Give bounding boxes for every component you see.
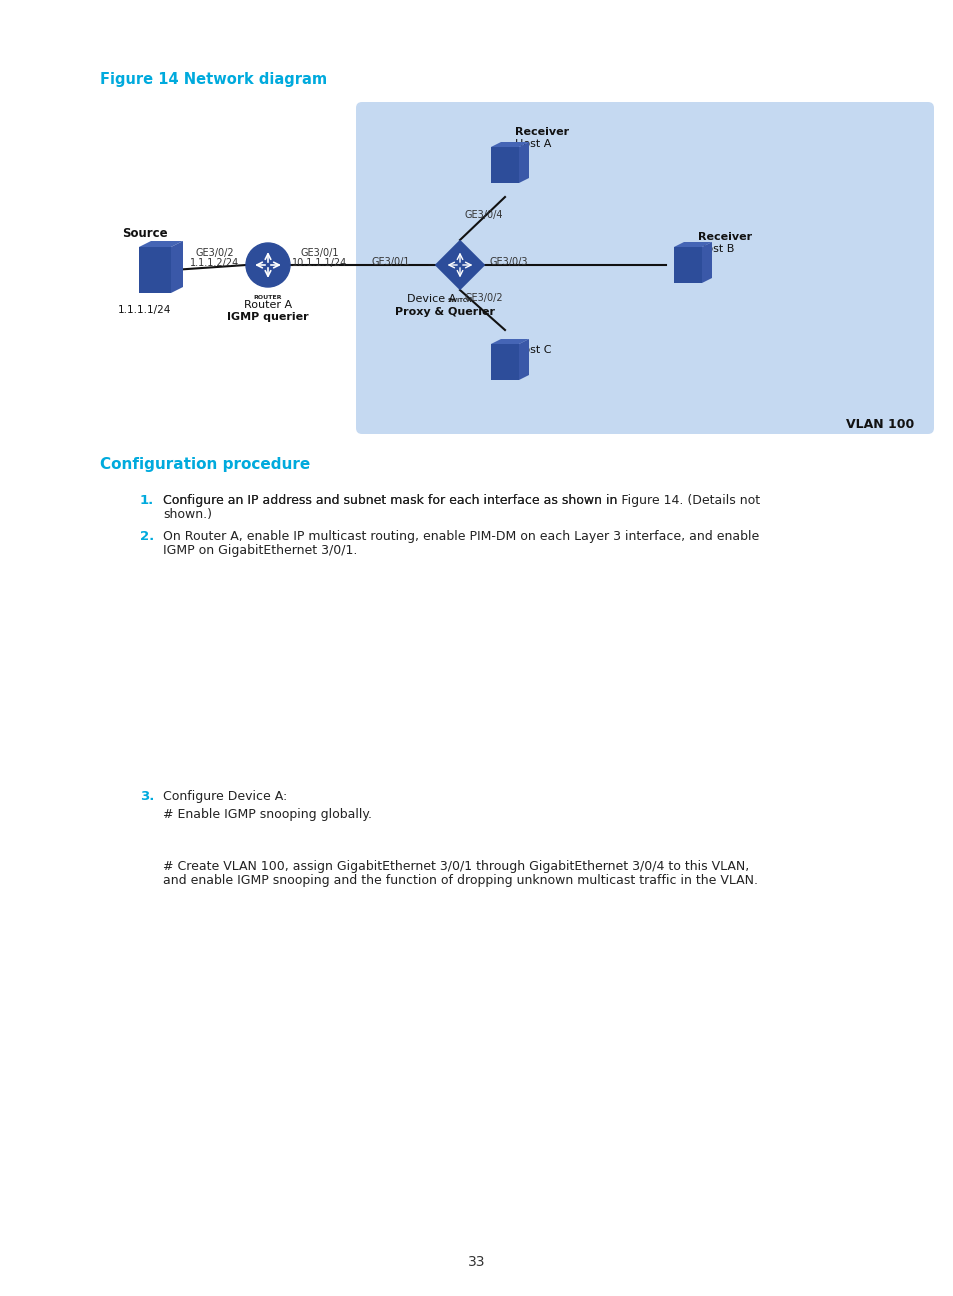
Text: GE3/0/3: GE3/0/3	[490, 257, 528, 267]
Text: Configure Device A:: Configure Device A:	[163, 791, 287, 804]
Text: VLAN 100: VLAN 100	[845, 419, 913, 432]
Polygon shape	[171, 241, 183, 293]
Text: Router A: Router A	[244, 299, 292, 310]
Text: IGMP on GigabitEthernet 3/0/1.: IGMP on GigabitEthernet 3/0/1.	[163, 544, 357, 557]
Text: 33: 33	[468, 1255, 485, 1269]
Text: Host A: Host A	[515, 139, 551, 149]
Text: # Create VLAN 100, assign GigabitEthernet 3/0/1 through GigabitEthernet 3/0/4 to: # Create VLAN 100, assign GigabitEtherne…	[163, 861, 748, 874]
Text: Proxy & Querier: Proxy & Querier	[395, 307, 495, 318]
Text: Figure 14 Network diagram: Figure 14 Network diagram	[100, 73, 327, 87]
Polygon shape	[701, 242, 711, 283]
Text: shown.): shown.)	[163, 508, 212, 521]
Text: Host C: Host C	[515, 345, 551, 355]
Polygon shape	[518, 143, 529, 183]
Text: and enable IGMP snooping and the function of dropping unknown multicast traffic : and enable IGMP snooping and the functio…	[163, 874, 758, 886]
Text: 1.1.1.1/24: 1.1.1.1/24	[118, 305, 172, 315]
Polygon shape	[673, 242, 711, 248]
Polygon shape	[491, 143, 529, 146]
Polygon shape	[491, 343, 518, 380]
Text: Host B: Host B	[698, 244, 734, 254]
Text: Device A: Device A	[407, 294, 456, 305]
Polygon shape	[139, 241, 183, 248]
Text: # Enable IGMP snooping globally.: # Enable IGMP snooping globally.	[163, 807, 372, 820]
Text: GE3/0/2: GE3/0/2	[464, 293, 503, 303]
Text: On Router A, enable IP multicast routing, enable PIM-DM on each Layer 3 interfac: On Router A, enable IP multicast routing…	[163, 530, 759, 543]
Polygon shape	[518, 340, 529, 380]
Text: Configure an IP address and subnet mask for each interface as shown in: Configure an IP address and subnet mask …	[163, 494, 620, 507]
Polygon shape	[139, 248, 171, 293]
Text: 10.1.1.1/24: 10.1.1.1/24	[292, 258, 347, 268]
Text: Receiver: Receiver	[515, 127, 569, 137]
Text: GE3/0/2: GE3/0/2	[195, 248, 234, 258]
FancyBboxPatch shape	[355, 102, 933, 434]
Polygon shape	[673, 248, 701, 283]
Text: Receiver: Receiver	[698, 232, 751, 242]
Text: Configure an IP address and subnet mask for each interface as shown in Figure 14: Configure an IP address and subnet mask …	[163, 494, 760, 507]
Text: 2.: 2.	[140, 530, 154, 543]
Text: Source: Source	[122, 227, 168, 240]
Text: 1.1.1.2/24: 1.1.1.2/24	[191, 258, 239, 268]
Text: GE3/0/1: GE3/0/1	[300, 248, 339, 258]
Text: 1.: 1.	[140, 494, 154, 507]
Polygon shape	[491, 146, 518, 183]
Circle shape	[246, 244, 290, 286]
Text: GE3/0/1: GE3/0/1	[371, 257, 410, 267]
Text: IGMP querier: IGMP querier	[227, 312, 309, 321]
Polygon shape	[491, 340, 529, 343]
Text: 3.: 3.	[140, 791, 154, 804]
Text: SWITCH: SWITCH	[447, 298, 472, 303]
Text: ROUTER: ROUTER	[253, 294, 282, 299]
Text: GE3/0/4: GE3/0/4	[464, 210, 503, 220]
Text: Configuration procedure: Configuration procedure	[100, 457, 310, 472]
Polygon shape	[435, 240, 485, 290]
